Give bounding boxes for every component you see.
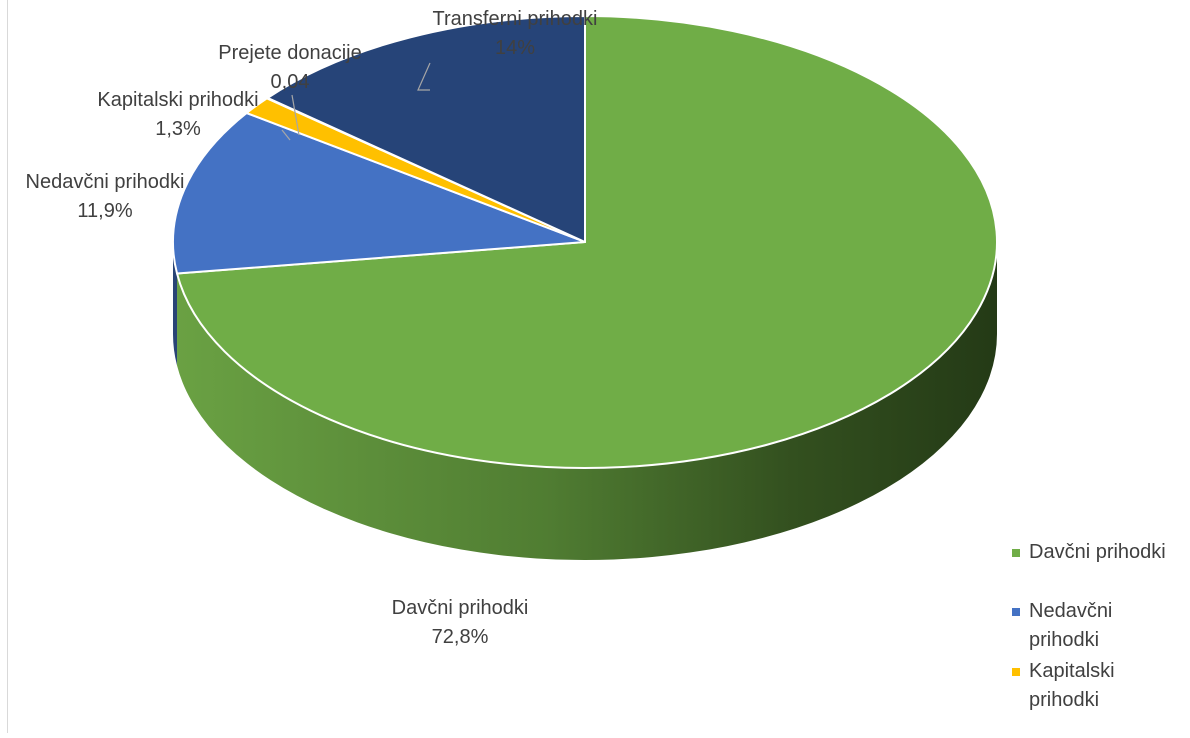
pie-side-davcni-prihodki [177, 242, 998, 561]
data-label-name: Prejete donacije [218, 42, 362, 64]
data-label-prejete-donacije: Prejete donacije 0,04 [200, 39, 380, 97]
data-label-value: 1,3% [155, 118, 201, 140]
legend-label: Nedavčni prihodki [1029, 600, 1113, 651]
pie-slice-nedavcni-prihodki [172, 112, 586, 275]
legend-swatch [1012, 608, 1020, 616]
data-label-davcni: Davčni prihodki 72,8% [370, 594, 550, 652]
data-label-nedavcni: Nedavčni prihodki 11,9% [5, 168, 205, 226]
data-label-value: 14% [494, 37, 536, 59]
leader-line-prejete-donacije [291, 94, 300, 136]
leader-line-transferni [417, 62, 431, 91]
legend-label: Kapitalski prihodki [1029, 660, 1115, 711]
data-label-name: Davčni prihodki [391, 597, 529, 619]
legend-item-nedavcni: Nedavčni prihodki [1012, 597, 1182, 655]
data-label-value: 11,9% [77, 200, 133, 222]
pie-slice-davcni-prihodki [176, 15, 998, 469]
data-label-name: Transferni prihodki [432, 8, 598, 30]
data-label-name: Kapitalski prihodki [97, 89, 259, 111]
legend-item-kapitalski: Kapitalski prihodki [1012, 657, 1182, 715]
data-label-kapitalski: Kapitalski prihodki 1,3% [78, 86, 278, 144]
data-label-name: Nedavčni prihodki [25, 171, 185, 193]
legend-swatch [1012, 549, 1020, 557]
legend-label: Davčni prihodki [1029, 541, 1166, 563]
legend-item-davcni: Davčni prihodki [1012, 538, 1182, 567]
chart-frame-edge [7, 0, 8, 733]
pie-slice-transferni-prihodki [266, 15, 586, 243]
data-label-value: 0,04 [270, 71, 310, 93]
data-label-transferni: Transferni prihodki 14% [410, 5, 620, 63]
legend-swatch [1012, 668, 1020, 676]
legend: Davčni prihodki Nedavčni prihodki Kapita… [1012, 538, 1182, 715]
leader-line-kapitalski [281, 129, 291, 141]
data-label-value: 72,8% [431, 626, 489, 648]
